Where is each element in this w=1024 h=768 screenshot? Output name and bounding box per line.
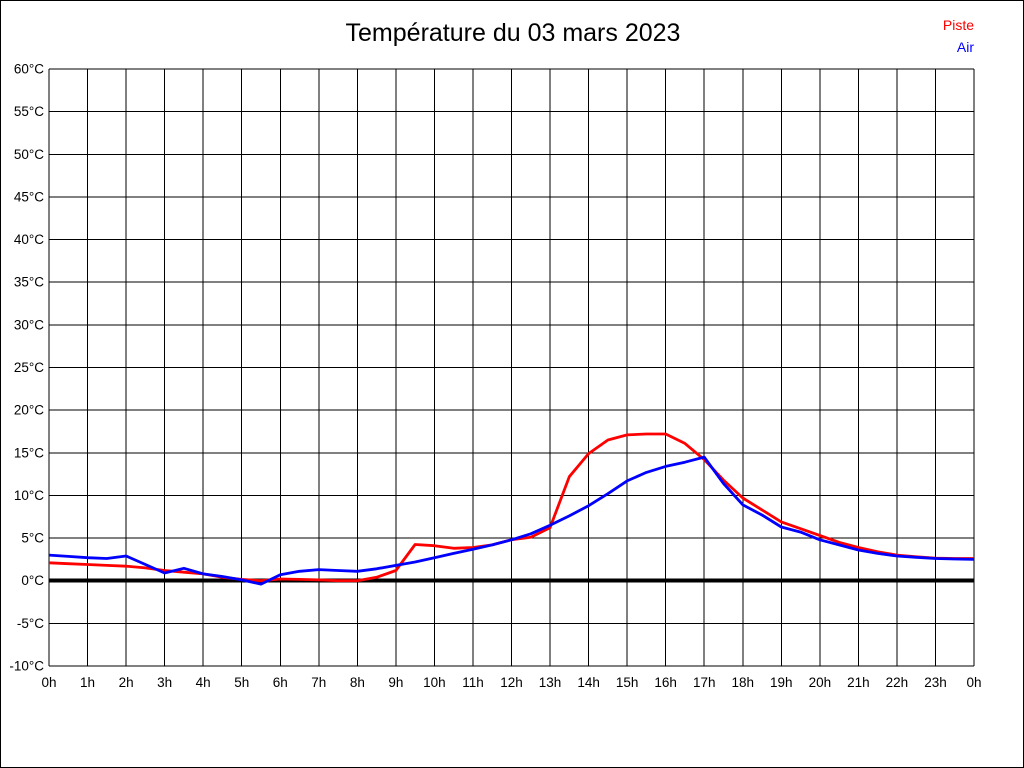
x-tick-label: 0h <box>41 675 56 690</box>
x-tick-label: 22h <box>886 675 909 690</box>
x-tick-label: 21h <box>847 675 870 690</box>
y-tick-label: 60°C <box>14 62 44 77</box>
x-tick-label: 17h <box>693 675 716 690</box>
x-tick-label: 3h <box>157 675 172 690</box>
x-tick-label: 18h <box>731 675 754 690</box>
x-tick-label: 15h <box>616 675 639 690</box>
y-tick-label: 0°C <box>21 573 44 588</box>
y-tick-label: 10°C <box>14 488 44 503</box>
y-tick-label: 45°C <box>14 189 44 204</box>
x-tick-label: 4h <box>196 675 211 690</box>
x-tick-label: 20h <box>809 675 832 690</box>
legend-item-piste: Piste <box>942 17 974 33</box>
y-tick-label: 20°C <box>14 403 44 418</box>
y-tick-label: -10°C <box>9 659 44 674</box>
x-tick-label: 7h <box>311 675 326 690</box>
x-tick-label: 2h <box>119 675 134 690</box>
y-tick-label: 55°C <box>14 104 44 119</box>
series-line-air <box>48 455 975 586</box>
y-tick-label: -5°C <box>17 616 44 631</box>
x-tick-label: 6h <box>273 675 288 690</box>
y-tick-label: 30°C <box>14 317 44 332</box>
y-tick-label: 5°C <box>21 531 44 546</box>
chart-title: Température du 03 mars 2023 <box>345 19 681 47</box>
x-tick-label: 13h <box>539 675 562 690</box>
x-tick-label: 11h <box>462 675 484 690</box>
x-tick-label: 12h <box>500 675 523 690</box>
x-tick-label: 1h <box>80 675 95 690</box>
y-tick-label: 40°C <box>14 232 44 247</box>
x-tick-label: 14h <box>577 675 600 690</box>
x-tick-label: 10h <box>423 675 446 690</box>
y-tick-label: 35°C <box>14 275 44 290</box>
x-tick-label: 19h <box>770 675 793 690</box>
x-tick-label: 8h <box>350 675 365 690</box>
x-tick-label: 23h <box>924 675 947 690</box>
x-tick-label: 5h <box>234 675 249 690</box>
legend-item-air: Air <box>956 39 974 55</box>
chart-legend: Piste Air <box>943 14 974 58</box>
y-tick-label: 50°C <box>14 147 44 162</box>
y-tick-label: 25°C <box>14 360 44 375</box>
x-tick-label: 16h <box>654 675 677 690</box>
y-tick-label: 15°C <box>14 445 44 460</box>
x-tick-label: 9h <box>388 675 403 690</box>
x-tick-label: 0h <box>966 675 981 690</box>
